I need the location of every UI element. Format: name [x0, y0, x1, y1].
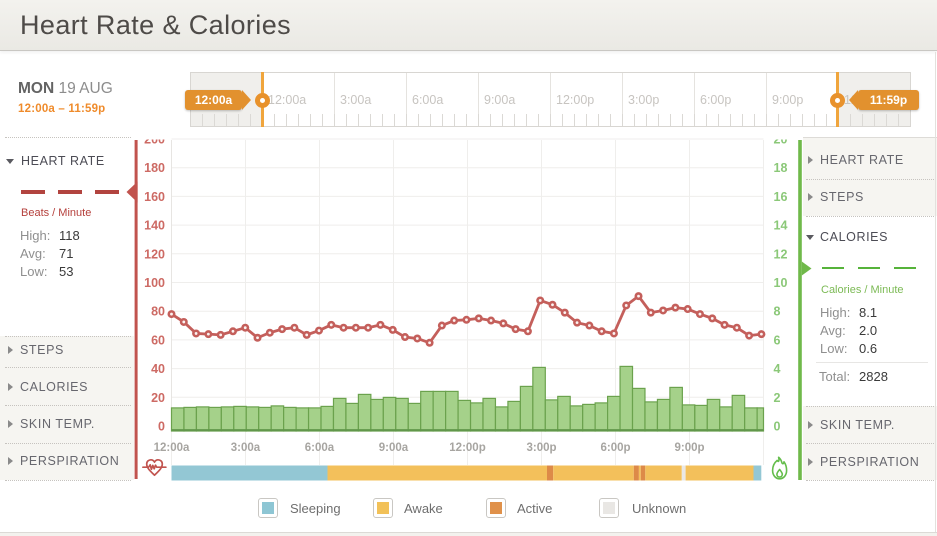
svg-text:20: 20 — [151, 391, 165, 405]
svg-text:6: 6 — [774, 333, 781, 347]
svg-text:200: 200 — [144, 133, 165, 147]
svg-text:160: 160 — [144, 190, 165, 204]
svg-text:140: 140 — [144, 219, 165, 233]
svg-text:0: 0 — [158, 420, 165, 434]
svg-text:9:00a: 9:00a — [379, 442, 409, 454]
svg-text:12:00p: 12:00p — [449, 442, 485, 454]
svg-text:0: 0 — [774, 420, 781, 434]
svg-text:16: 16 — [774, 190, 788, 204]
svg-text:6:00a: 6:00a — [305, 442, 335, 454]
svg-text:40: 40 — [151, 362, 165, 376]
svg-text:20: 20 — [774, 133, 788, 147]
svg-text:8: 8 — [774, 305, 781, 319]
svg-text:4: 4 — [774, 362, 781, 376]
svg-text:10: 10 — [774, 276, 788, 290]
svg-text:120: 120 — [144, 247, 165, 261]
svg-text:60: 60 — [151, 333, 165, 347]
svg-text:12:00a: 12:00a — [154, 442, 190, 454]
svg-text:2: 2 — [774, 391, 781, 405]
svg-text:18: 18 — [774, 161, 788, 175]
svg-text:14: 14 — [774, 219, 788, 233]
svg-text:6:00p: 6:00p — [600, 442, 630, 454]
svg-text:100: 100 — [144, 276, 165, 290]
svg-text:80: 80 — [151, 305, 165, 319]
svg-text:12: 12 — [774, 247, 788, 261]
svg-text:3:00a: 3:00a — [231, 442, 261, 454]
svg-text:180: 180 — [144, 161, 165, 175]
svg-text:3:00p: 3:00p — [526, 442, 556, 454]
svg-text:9:00p: 9:00p — [674, 442, 704, 454]
